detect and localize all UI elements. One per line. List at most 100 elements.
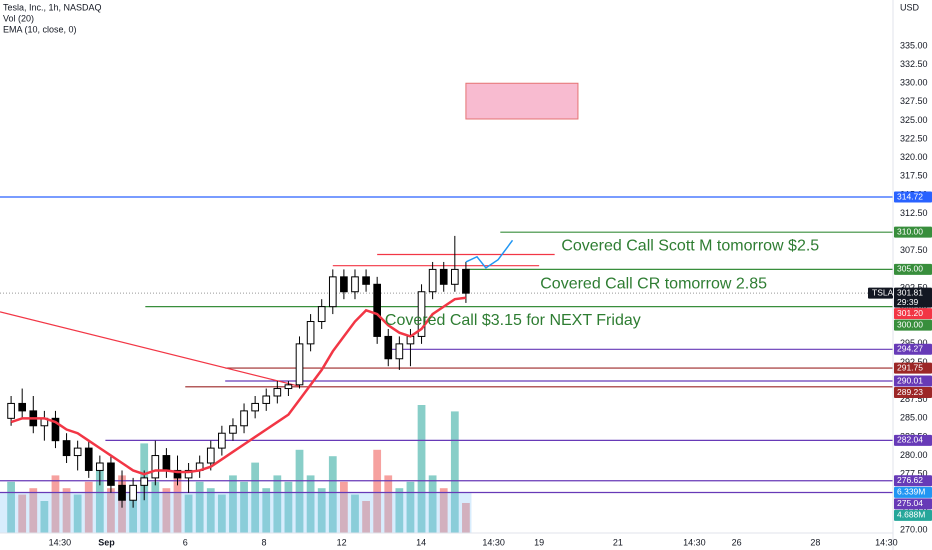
- price-tag: [894, 509, 932, 521]
- candle-body: [96, 462, 104, 471]
- symbol-tag: [868, 287, 893, 299]
- candle-body: [384, 335, 393, 360]
- candle-body: [328, 276, 337, 308]
- y-tick-label: 317.50: [900, 171, 928, 181]
- price-tag-label: 294.27: [897, 344, 923, 354]
- volume-bar: [84, 481, 93, 533]
- x-tick-label: Sep: [98, 537, 115, 547]
- y-tick-label: 302.50: [900, 282, 928, 292]
- y-tick-label: 332.50: [900, 59, 928, 69]
- price-axis: [893, 0, 932, 550]
- volume-bar: [373, 449, 382, 533]
- price-tag-label: 4.688M: [897, 510, 925, 520]
- volume-bar: [40, 501, 49, 533]
- volume-bar: [417, 405, 426, 533]
- volume-bar: [406, 481, 415, 533]
- price-tag-label: 6.339M: [897, 487, 925, 497]
- volume-bar: [51, 475, 60, 533]
- candle-body: [129, 484, 137, 501]
- volume-bar: [439, 488, 448, 533]
- candle-body: [206, 447, 215, 464]
- candle-body: [62, 440, 71, 457]
- candle-body: [317, 306, 326, 323]
- volume-bar: [184, 494, 193, 533]
- candle-body: [18, 402, 27, 412]
- price-tag: [894, 486, 932, 498]
- volume-ma-area: [0, 492, 472, 533]
- y-tick-label: 325.00: [900, 115, 928, 125]
- price-tag: [894, 475, 932, 487]
- annotation: Covered Call Scott M tomorrow $2.5: [561, 238, 819, 255]
- volume-bar: [340, 481, 348, 533]
- price-tag: [894, 287, 932, 308]
- volume-bar: [450, 411, 459, 533]
- price-tag: [894, 191, 932, 203]
- volume-legend: Vol (20): [3, 13, 34, 23]
- volume-bar: [217, 494, 226, 533]
- candle-body: [306, 321, 315, 345]
- volume-bar: [173, 475, 182, 533]
- x-tick-label: 26: [732, 537, 742, 547]
- price-tag-label: 290.01: [897, 375, 923, 385]
- candle-body: [251, 402, 259, 412]
- volume-bar: [306, 475, 315, 533]
- price-tag: [894, 226, 932, 238]
- volume-bar: [317, 488, 326, 533]
- x-tick-label: 14:30: [683, 537, 706, 547]
- x-tick-label: 12: [337, 537, 347, 547]
- candle-body: [240, 410, 248, 427]
- volume-bar: [462, 502, 470, 533]
- volume-bar: [251, 462, 260, 533]
- price-tag-label: 275.04: [897, 498, 923, 508]
- volume-bar: [295, 449, 304, 533]
- candle-body: [462, 268, 470, 294]
- price-tag: [894, 308, 932, 320]
- price-tag: [894, 319, 932, 331]
- candle-body: [395, 343, 404, 360]
- x-tick-label: 14:30: [875, 537, 898, 547]
- volume-bar: [195, 481, 204, 533]
- candle-body: [450, 268, 459, 285]
- volume-bar: [273, 475, 282, 533]
- volume-bar: [18, 494, 27, 533]
- axes: 270.00272.50275.00277.50280.00282.50285.…: [49, 40, 932, 547]
- volume-bar: [262, 488, 271, 533]
- volume-bar: [129, 494, 138, 533]
- candle-body: [284, 384, 293, 390]
- y-tick-label: 270.00: [900, 524, 928, 534]
- price-tag-label: 291.75: [897, 362, 923, 372]
- volume-bar: [206, 488, 215, 533]
- y-tick-label: 327.50: [900, 96, 928, 106]
- volume-bar: [7, 481, 15, 533]
- candle-body: [73, 447, 82, 457]
- y-tick-label: 320.00: [900, 152, 928, 162]
- price-tag-label: 300.00: [897, 319, 923, 329]
- x-tick-label: 14:30: [49, 537, 72, 547]
- price-tag-label: 276.62: [897, 475, 923, 485]
- price-tag-label: 282.04: [897, 435, 923, 445]
- price-tag: [894, 375, 932, 387]
- candle-body: [273, 388, 282, 397]
- ema-legend: EMA (10, close, 0): [3, 24, 77, 34]
- y-tick-label: 330.00: [900, 78, 928, 88]
- ema-line: [10, 296, 467, 476]
- y-tick-label: 295.00: [900, 338, 928, 348]
- volume-bar: [162, 488, 171, 533]
- y-tick-label: 322.50: [900, 133, 928, 143]
- volume-bar: [95, 469, 104, 533]
- volume-bar: [151, 481, 160, 533]
- candle-body: [428, 268, 437, 293]
- volume-bar: [428, 475, 437, 533]
- candle-body: [295, 343, 304, 386]
- volume-bar: [328, 456, 337, 533]
- candle-body: [340, 276, 348, 293]
- volume-bar: [384, 475, 393, 533]
- price-tag-label: 301.20: [897, 308, 923, 318]
- annotation: Covered Call $3.15 for NEXT Friday: [385, 312, 641, 329]
- y-tick-label: 307.50: [900, 245, 928, 255]
- trend-line: [0, 311, 300, 387]
- volume-bar: [62, 488, 71, 533]
- currency: USD: [900, 2, 920, 12]
- plot-area: Covered Call Scott M tomorrow $2.5 Covere…: [0, 82, 893, 533]
